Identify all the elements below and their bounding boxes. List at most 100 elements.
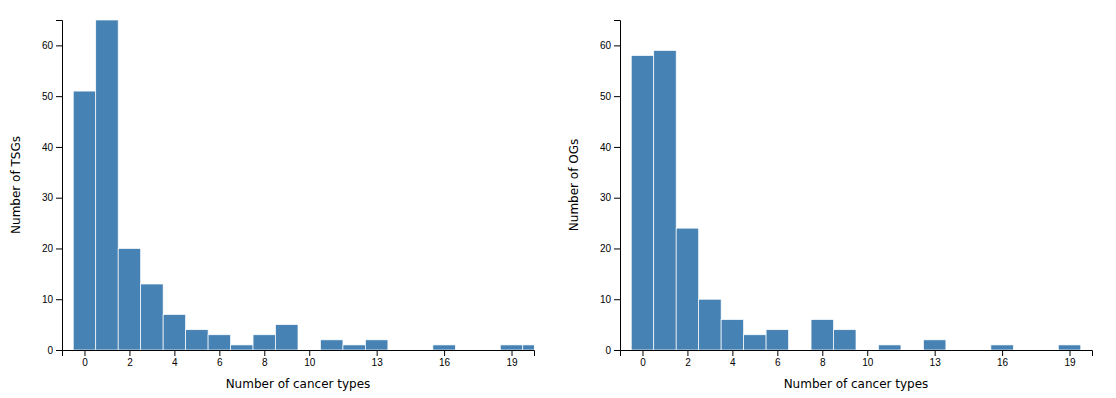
x-tick-label: 2 <box>685 357 691 368</box>
y-tick-label: 10 <box>42 294 54 305</box>
bar <box>410 350 432 351</box>
x-tick-mark <box>732 350 733 356</box>
bar <box>699 299 721 350</box>
figure: 02468101316190102030405060Number of canc… <box>0 0 1116 398</box>
bar <box>946 350 968 351</box>
x-tick-mark <box>377 350 378 356</box>
x-axis-line <box>621 351 1093 357</box>
x-tick-label: 6 <box>217 357 223 368</box>
y-tick-mark <box>614 248 620 249</box>
y-tick: 50 <box>42 91 62 102</box>
bar <box>811 320 833 350</box>
bar <box>789 350 811 351</box>
y-tick-mark <box>56 198 62 199</box>
bar <box>991 345 1013 350</box>
y-tick: 40 <box>600 142 620 153</box>
bar <box>276 325 298 350</box>
bar <box>118 248 140 350</box>
y-tick-mark <box>56 96 62 97</box>
bar <box>186 330 208 350</box>
y-tick-mark <box>56 299 62 300</box>
bar <box>320 340 342 350</box>
y-tick: 30 <box>42 192 62 203</box>
y-tick: 10 <box>600 294 620 305</box>
bar <box>455 350 477 351</box>
y-tick: 20 <box>600 243 620 254</box>
y-tick-label: 30 <box>600 192 612 203</box>
y-tick-label: 40 <box>42 142 54 153</box>
bar <box>433 345 455 350</box>
x-tick-label: 4 <box>730 357 736 368</box>
y-tick: 60 <box>600 40 620 51</box>
y-tick: 40 <box>42 142 62 153</box>
x-tick: 2 <box>127 350 133 368</box>
y-tick: 20 <box>42 243 62 254</box>
x-tick-label: 16 <box>439 357 451 368</box>
y-axis-line <box>56 21 63 351</box>
y-axis-title: Number of TSGs <box>9 136 23 234</box>
x-tick-mark <box>129 350 130 356</box>
x-tick-mark <box>264 350 265 356</box>
y-tick-mark <box>56 248 62 249</box>
y-tick-mark <box>56 147 62 148</box>
x-tick-label: 16 <box>997 357 1009 368</box>
x-tick: 0 <box>82 350 88 368</box>
x-tick-label: 10 <box>304 357 316 368</box>
x-tick-mark <box>309 350 310 356</box>
bar <box>766 330 788 350</box>
x-tick-mark <box>219 350 220 356</box>
bar <box>1081 350 1092 351</box>
y-tick-label: 20 <box>42 243 54 254</box>
x-tick-mark <box>687 350 688 356</box>
x-tick-label: 10 <box>862 357 874 368</box>
y-tick: 60 <box>42 40 62 51</box>
x-tick: 8 <box>820 350 826 368</box>
x-tick: 6 <box>775 350 781 368</box>
x-tick: 8 <box>262 350 268 368</box>
y-tick-label: 50 <box>42 91 54 102</box>
y-tick-label: 60 <box>42 40 54 51</box>
x-tick: 13 <box>372 350 384 368</box>
x-tick: 19 <box>506 350 518 368</box>
x-tick-mark <box>642 350 643 356</box>
x-tick-mark <box>822 350 823 356</box>
x-tick-label: 0 <box>640 357 646 368</box>
y-tick-mark <box>614 350 620 351</box>
x-tick-mark <box>935 350 936 356</box>
x-tick-mark <box>867 350 868 356</box>
bars <box>631 50 1081 350</box>
bar <box>231 345 253 350</box>
y-tick-mark <box>614 299 620 300</box>
x-tick-mark <box>1002 350 1003 356</box>
bar <box>523 345 534 350</box>
y-tick-label: 10 <box>600 294 612 305</box>
y-tick: 30 <box>600 192 620 203</box>
bar <box>141 284 163 350</box>
bar <box>208 335 230 350</box>
x-tick-label: 19 <box>506 357 518 368</box>
x-tick: 19 <box>1064 350 1076 368</box>
x-tick: 4 <box>172 350 178 368</box>
y-tick-mark <box>614 147 620 148</box>
bar <box>676 228 698 350</box>
x-tick-label: 0 <box>82 357 88 368</box>
bar <box>163 314 185 350</box>
bar <box>901 350 923 351</box>
bar <box>968 350 990 351</box>
x-tick-label: 8 <box>262 357 268 368</box>
bar <box>298 350 320 351</box>
x-tick-label: 4 <box>172 357 178 368</box>
bar <box>631 56 653 350</box>
bar <box>388 350 410 351</box>
y-tick: 0 <box>605 345 620 356</box>
bar <box>96 20 118 350</box>
x-axis: 0 2 4 6 8 10 13 16 19 <box>63 350 535 368</box>
bar <box>878 345 900 350</box>
bar <box>856 350 878 351</box>
y-tick-mark <box>614 45 620 46</box>
y-tick-label: 50 <box>600 91 612 102</box>
bar <box>500 345 522 350</box>
y-axis-title: Number of OGs <box>567 139 581 231</box>
y-axis: 0102030405060 <box>42 21 63 356</box>
y-tick-mark <box>56 350 62 351</box>
